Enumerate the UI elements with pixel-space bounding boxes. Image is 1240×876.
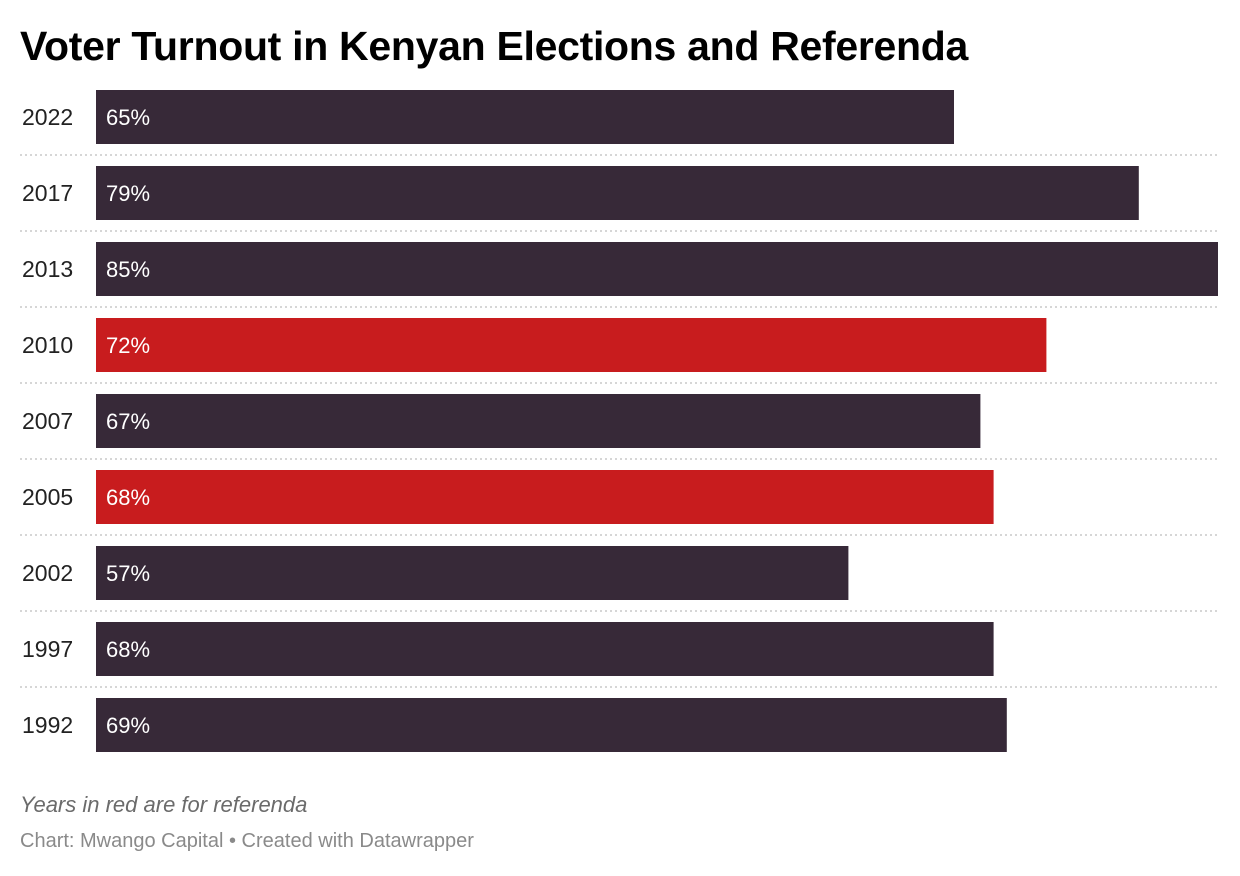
bar [96,242,1218,296]
bar [96,318,1047,372]
category-label: 2022 [22,104,73,130]
bar [96,166,1139,220]
bar [96,90,954,144]
bar-row: 2013 85% [20,242,1218,308]
chart-title: Voter Turnout in Kenyan Elections and Re… [20,23,969,69]
category-label: 2013 [22,256,73,282]
value-label: 68% [106,637,150,662]
category-label: 2005 [22,484,73,510]
bar-row: 2007 67% [20,394,1218,460]
bar [96,546,849,600]
bar-row: 2017 79% [20,166,1218,232]
value-label: 57% [106,561,150,586]
value-label: 79% [106,181,150,206]
chart-note: Years in red are for referenda [20,792,308,817]
bar-row: 2010 72% [20,318,1218,384]
value-label: 68% [106,485,150,510]
bar-row: 2022 65% [20,90,1218,156]
bar-row: 2005 68% [20,470,1218,536]
bar-row: 2002 57% [20,546,1218,612]
bar-row: 1992 69% [22,698,1007,752]
value-label: 85% [106,257,150,282]
value-label: 72% [106,333,150,358]
category-label: 2002 [22,560,73,586]
category-label: 2010 [22,332,73,358]
value-label: 65% [106,105,150,130]
bar [96,394,981,448]
category-label: 1992 [22,712,73,738]
value-label: 67% [106,409,150,434]
category-label: 2007 [22,408,73,434]
chart-source: Chart: Mwango Capital • Created with Dat… [20,830,474,852]
bar [96,622,994,676]
category-label: 2017 [22,180,73,206]
bar-chart: 2022 65% 2017 79% 2013 85% 2010 72% 2007 67% 2005 6… [20,90,1218,752]
bar [96,698,1007,752]
bar-row: 1997 68% [20,622,1218,688]
category-label: 1997 [22,636,73,662]
value-label: 69% [106,713,150,738]
bar [96,470,994,524]
